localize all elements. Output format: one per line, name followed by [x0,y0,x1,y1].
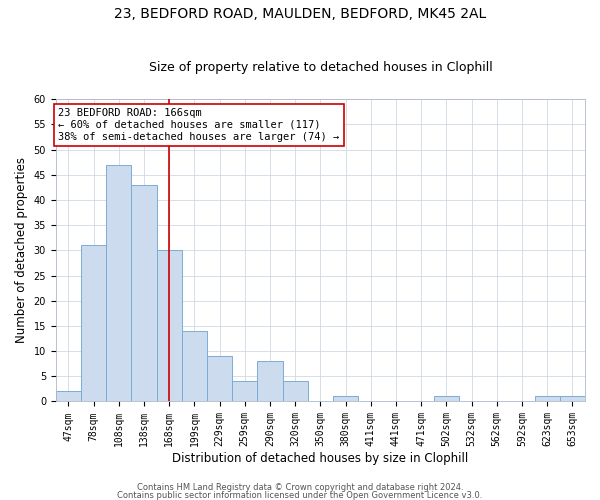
Bar [232,382,257,402]
Bar [257,361,283,402]
Bar [333,396,358,402]
Text: 23, BEDFORD ROAD, MAULDEN, BEDFORD, MK45 2AL: 23, BEDFORD ROAD, MAULDEN, BEDFORD, MK45… [114,8,486,22]
Bar [81,246,106,402]
Bar [560,396,585,402]
Text: 23 BEDFORD ROAD: 166sqm
← 60% of detached houses are smaller (117)
38% of semi-d: 23 BEDFORD ROAD: 166sqm ← 60% of detache… [58,108,340,142]
Text: Contains HM Land Registry data © Crown copyright and database right 2024.: Contains HM Land Registry data © Crown c… [137,484,463,492]
Bar [131,185,157,402]
Bar [56,392,81,402]
Bar [182,331,207,402]
Y-axis label: Number of detached properties: Number of detached properties [15,158,28,344]
Bar [157,250,182,402]
Title: Size of property relative to detached houses in Clophill: Size of property relative to detached ho… [149,62,492,74]
Bar [207,356,232,402]
Bar [434,396,459,402]
Bar [283,382,308,402]
Bar [106,165,131,402]
Text: Contains public sector information licensed under the Open Government Licence v3: Contains public sector information licen… [118,490,482,500]
X-axis label: Distribution of detached houses by size in Clophill: Distribution of detached houses by size … [172,452,469,465]
Bar [535,396,560,402]
